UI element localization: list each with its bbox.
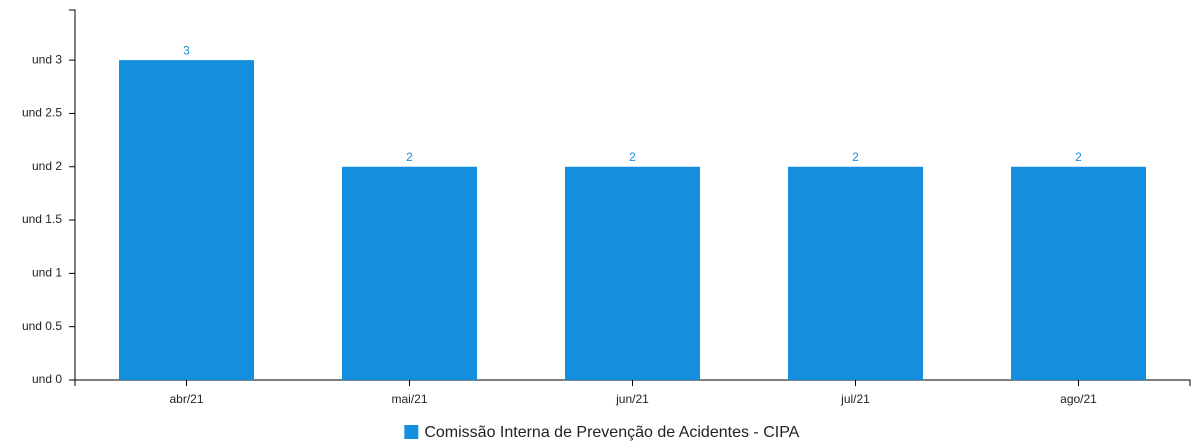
legend-swatch xyxy=(404,425,419,439)
value-label: 2 xyxy=(406,150,413,164)
bar xyxy=(119,60,254,381)
y-tick-label: und 1 xyxy=(32,266,62,280)
y-tick-label: und 1.5 xyxy=(22,212,62,226)
bar xyxy=(788,166,923,380)
y-tick-label: und 2.5 xyxy=(22,106,62,120)
x-tick-label: jul/21 xyxy=(840,392,870,406)
y-tick-label: und 0.5 xyxy=(22,319,62,333)
value-label: 2 xyxy=(852,150,859,164)
x-tick-label: jun/21 xyxy=(615,392,649,406)
x-tick-label: ago/21 xyxy=(1060,392,1097,406)
y-axis xyxy=(69,9,76,381)
value-label: 2 xyxy=(629,150,636,164)
x-tick-label: mai/21 xyxy=(391,392,427,406)
value-label: 3 xyxy=(183,43,190,57)
bar xyxy=(565,166,700,380)
x-tick-label: abr/21 xyxy=(169,392,203,406)
legend-label: Comissão Interna de Prevenção de Acident… xyxy=(424,424,799,441)
y-tick-label: und 3 xyxy=(32,52,62,66)
legend: Comissão Interna de Prevenção de Acident… xyxy=(404,424,800,441)
y-tick-label: und 2 xyxy=(32,159,62,173)
bar xyxy=(342,166,477,380)
bar xyxy=(1011,166,1146,380)
y-tick-label: und 0 xyxy=(32,372,62,386)
value-label: 2 xyxy=(1075,150,1082,164)
